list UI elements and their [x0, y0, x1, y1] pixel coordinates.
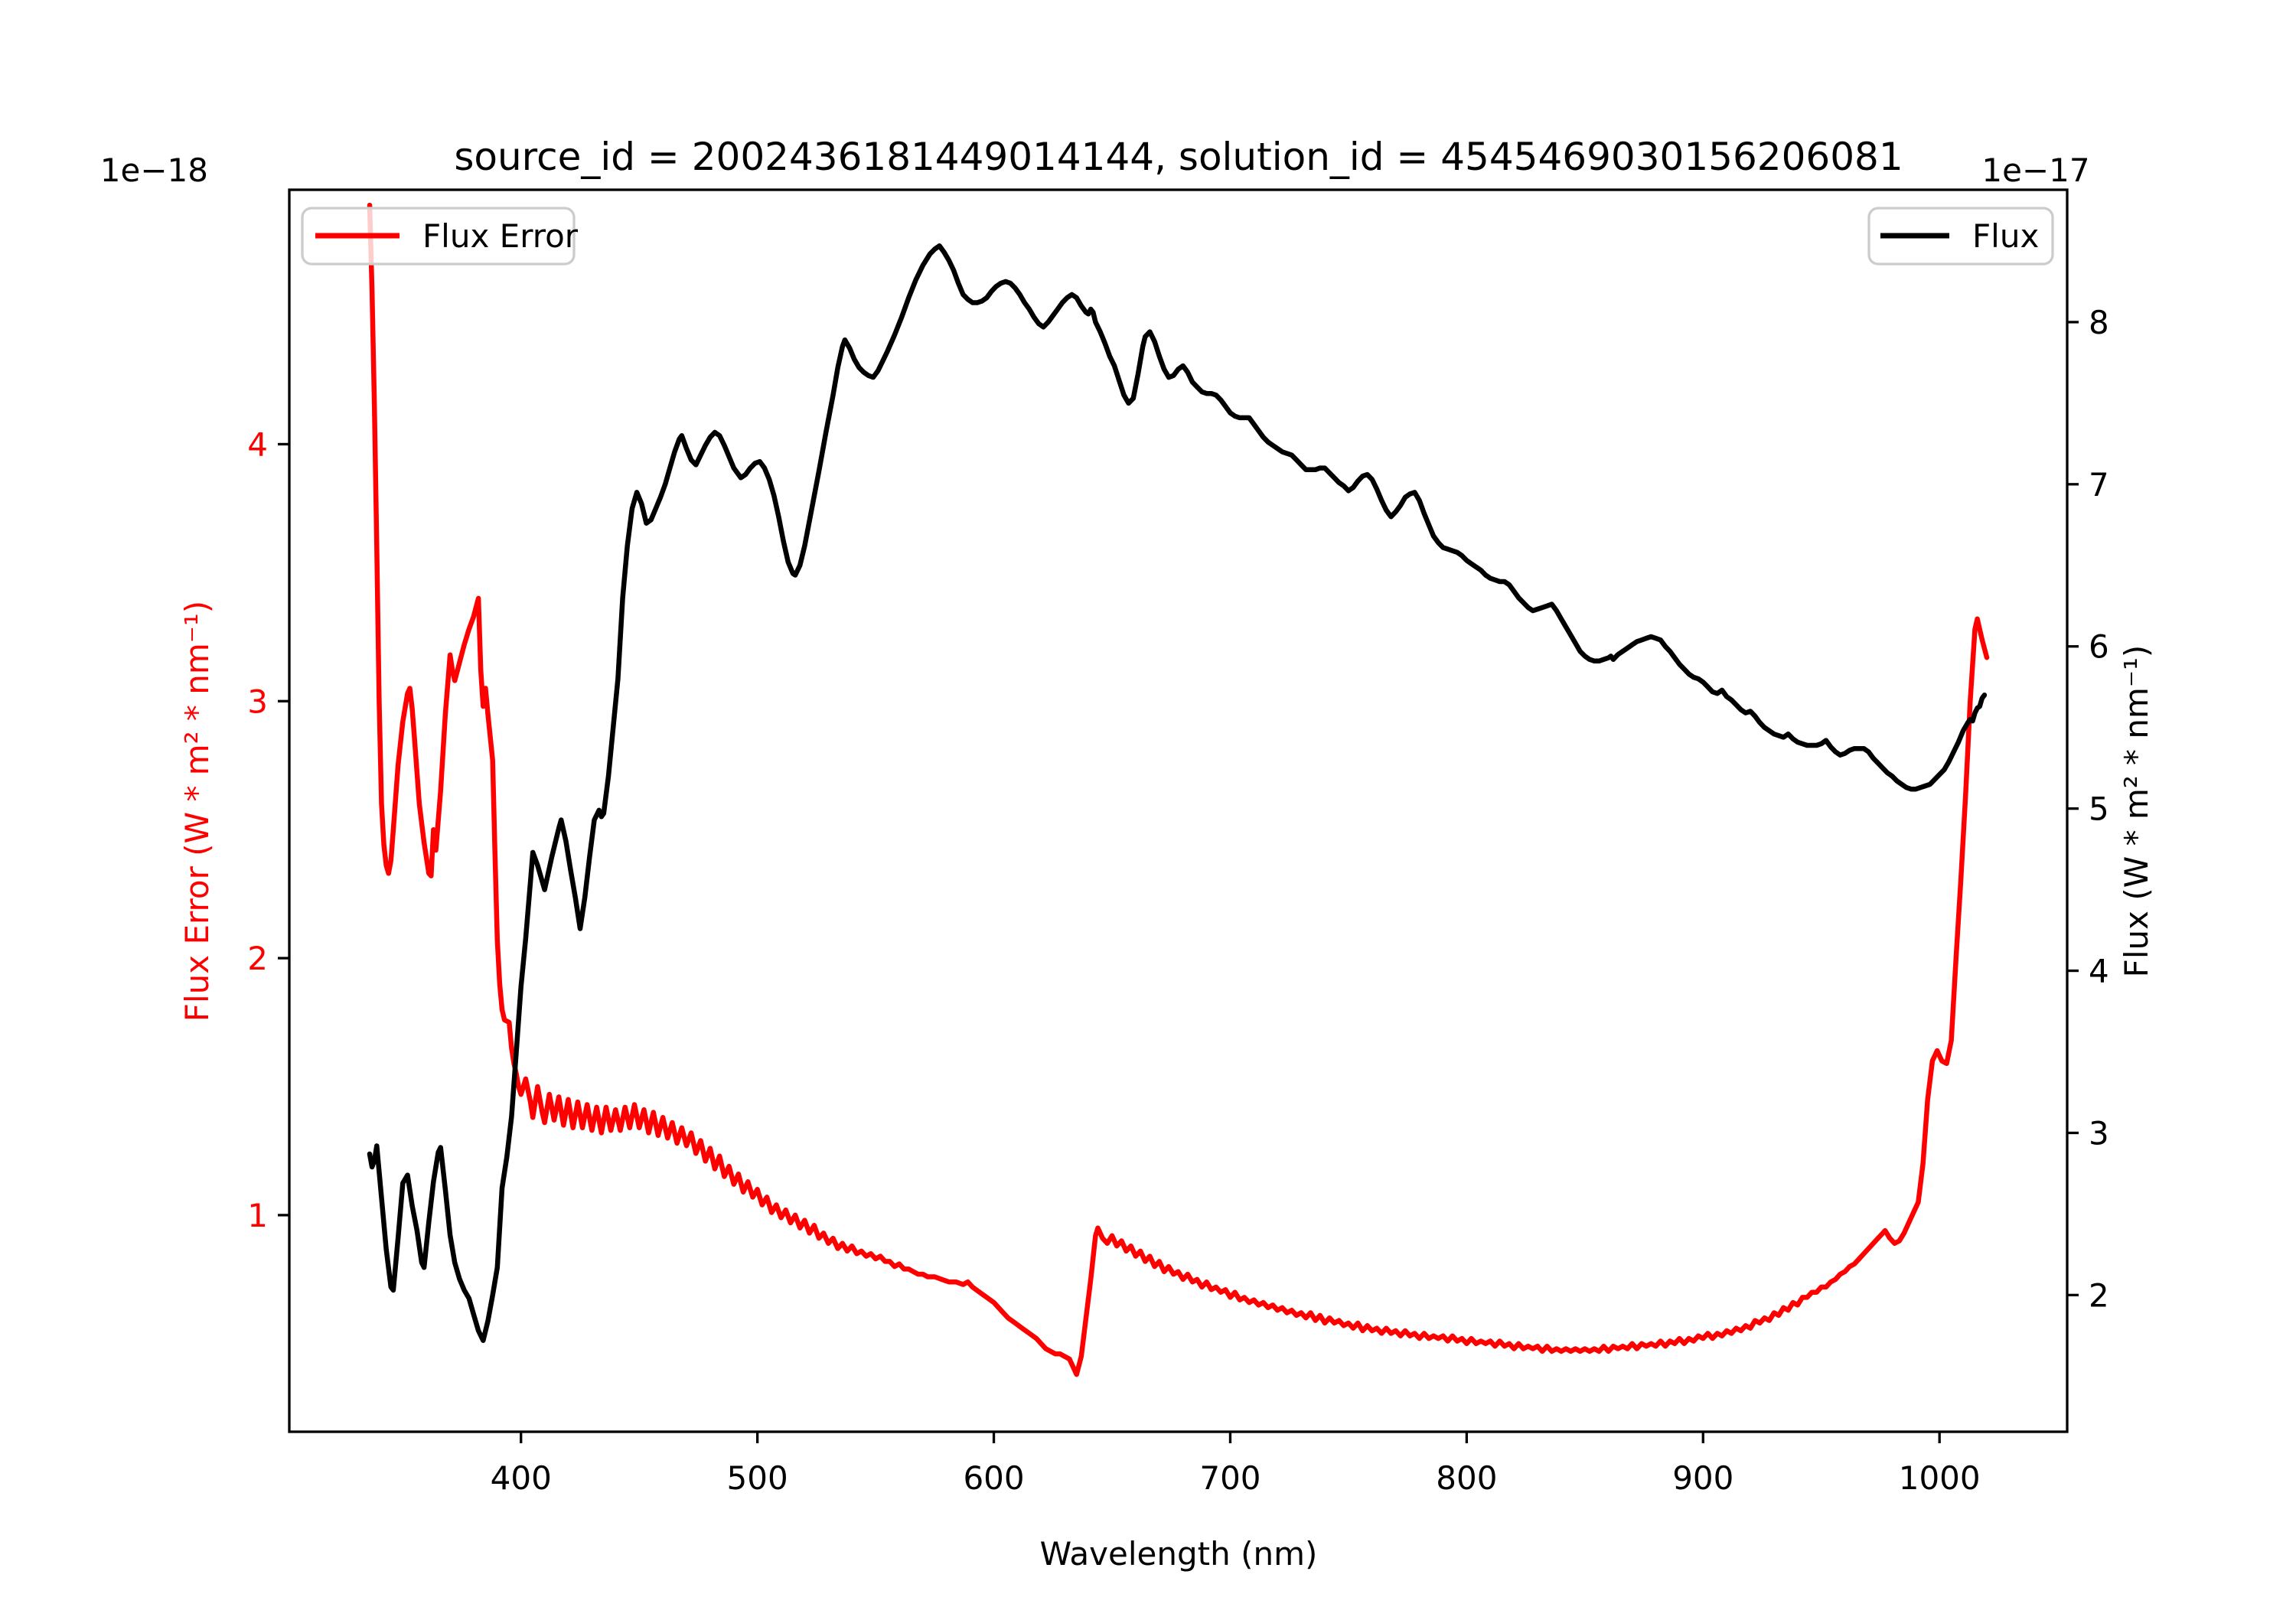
- right-y-tick-label: 2: [2089, 1276, 2109, 1314]
- legend-flux-box: [1867, 207, 2054, 266]
- legend-flux[interactable]: Flux: [1867, 207, 2054, 266]
- legend-flux-error-box: [301, 207, 576, 266]
- plot-area: [289, 190, 2067, 1432]
- right-y-tick-label: 7: [2089, 466, 2109, 504]
- flux-error-line: [367, 202, 1990, 1377]
- legend-flux-error-label: Flux Error: [422, 217, 579, 255]
- x-tick-label: 400: [491, 1459, 552, 1497]
- legend-flux-error[interactable]: Flux Error: [301, 207, 579, 266]
- axes-frame: [288, 188, 2069, 1433]
- right-y-tick-label: 3: [2089, 1114, 2109, 1152]
- x-tick-label: 600: [963, 1459, 1024, 1497]
- flux-line: [367, 243, 1988, 1343]
- right-y-tick-label: 6: [2089, 628, 2109, 666]
- left-y-tick-label: 3: [247, 683, 268, 720]
- x-tick-label: 500: [727, 1459, 788, 1497]
- legend-flux-label: Flux: [1972, 217, 2039, 255]
- right-axis-offset-text: 1e−17: [1981, 152, 2089, 189]
- x-tick-label: 900: [1672, 1459, 1733, 1497]
- left-axis-offset-text: 1e−18: [100, 152, 208, 189]
- left-y-axis-label: Flux Error (W * m² * nm⁻¹): [178, 601, 216, 1022]
- right-y-tick-label: 4: [2089, 953, 2109, 990]
- right-y-axis-label: Flux (W * m² * nm⁻¹): [2118, 645, 2155, 978]
- right-y-tick-label: 5: [2089, 790, 2109, 828]
- x-tick-label: 1000: [1899, 1459, 1981, 1497]
- left-y-tick-label: 4: [247, 425, 268, 463]
- chart-title: source_id = 2002436181449014144, solutio…: [454, 135, 1903, 179]
- x-axis-label: Wavelength (nm): [1040, 1535, 1318, 1573]
- right-y-tick-label: 8: [2089, 304, 2109, 341]
- x-tick-label: 700: [1199, 1459, 1261, 1497]
- left-y-tick-label: 2: [247, 940, 268, 977]
- x-tick-label: 800: [1436, 1459, 1497, 1497]
- left-y-tick-label: 1: [247, 1197, 268, 1234]
